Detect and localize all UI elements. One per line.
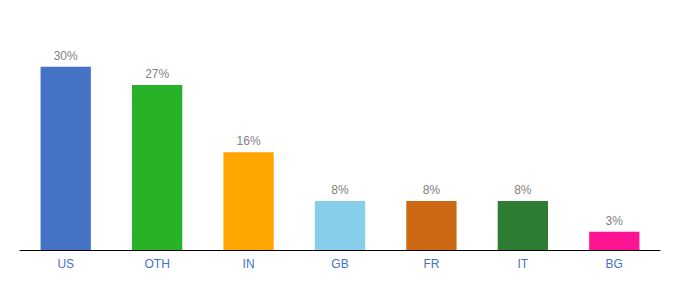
svg-text:GB: GB xyxy=(331,257,348,271)
svg-text:30%: 30% xyxy=(54,49,78,63)
svg-text:BG: BG xyxy=(606,257,623,271)
svg-text:3%: 3% xyxy=(606,214,624,228)
svg-text:IN: IN xyxy=(243,257,255,271)
svg-text:FR: FR xyxy=(423,257,439,271)
svg-text:8%: 8% xyxy=(423,183,441,197)
svg-text:16%: 16% xyxy=(237,134,261,148)
svg-text:OTH: OTH xyxy=(144,257,169,271)
svg-text:IT: IT xyxy=(518,257,529,271)
svg-text:8%: 8% xyxy=(514,183,532,197)
svg-text:8%: 8% xyxy=(331,183,349,197)
svg-text:US: US xyxy=(57,257,74,271)
svg-text:27%: 27% xyxy=(145,67,169,81)
